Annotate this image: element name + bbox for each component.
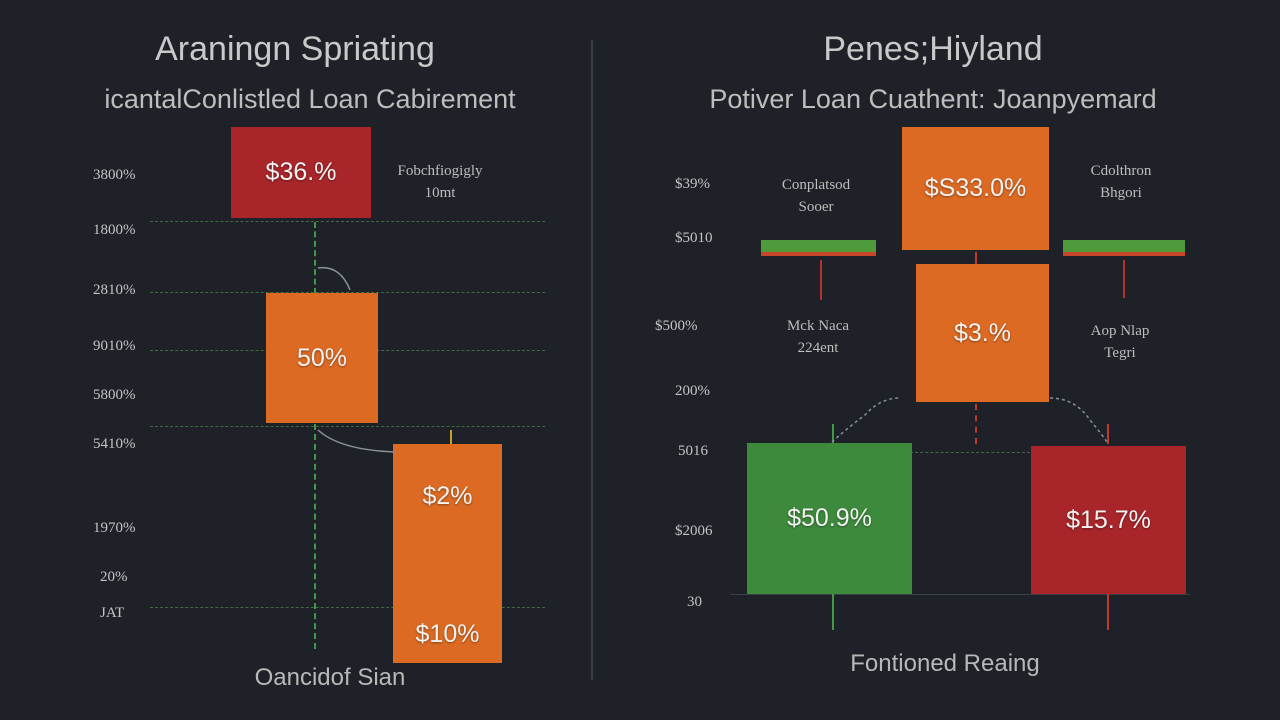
chart-footer: Fontioned Reaing [850,650,1040,677]
bar-label: $36.% [265,158,337,186]
y-tick-label: JAT [100,605,125,621]
bar: $3.% [916,264,1049,402]
connector-stem [975,404,977,444]
connector-stem [1107,424,1109,444]
y-tick-label: 5800% [93,387,136,403]
annotation-line: Mck Naca [786,318,850,334]
bar-label: $2% [422,482,473,510]
y-tick-label: 5016 [678,443,708,459]
chart-title: Penes;Hiyland [823,30,1043,68]
connector-stem [820,260,822,300]
gridline [910,452,1030,453]
annotation-line: 10mt [424,185,456,201]
y-tick-label: 9010% [93,338,136,354]
left-chart: Araningn Spriating icantalConlistled Loa… [0,0,590,720]
bar: $15.7% [1031,446,1186,594]
annotation-line: Aop Nlap [1090,323,1150,339]
gridline [150,607,545,608]
connector-stem [832,594,834,630]
y-tick-label: 1970% [93,520,136,536]
chart-subtitle: Potiver Loan Cuathent: Joanpyemard [709,84,1157,114]
chart-title: Araningn Spriating [155,30,435,68]
bar: $36.% [231,127,371,218]
connector-stem [975,252,977,264]
bar: $50.9% [747,443,912,594]
y-tick-label: $500% [655,318,698,334]
bar-label: $S33.0% [924,174,1027,202]
mini-bar [761,240,876,256]
connector-stem [1107,594,1109,630]
bar: 50% [266,293,378,423]
bar: $S33.0% [902,127,1049,250]
annotation: Conplatsod Sooer [760,174,872,218]
panel-divider [591,40,593,680]
y-tick-label: 20% [100,569,128,585]
connector-stem [450,430,452,446]
y-tick-label: $39% [675,176,710,192]
bar-label: $10% [415,620,480,648]
y-tick-label: 200% [675,383,710,399]
y-tick-label: $2006 [675,523,713,539]
y-tick-label: 2810% [93,282,136,298]
y-tick-label: 3800% [93,167,136,183]
bar-label: $15.7% [1066,505,1151,534]
connector-stem [832,424,834,444]
gridline [150,292,545,293]
annotation: Fobchfiogigly 10mt [385,160,495,204]
annotation-line: Cdolthron [1090,163,1152,179]
bar: $2% $10% [393,444,502,663]
connector-stem [1123,260,1125,298]
y-tick-label: 30 [687,594,702,610]
bar-label: $50.9% [787,504,872,532]
y-tick-label: 5410% [93,436,136,452]
bar-label: 50% [296,343,348,372]
gridline [150,426,545,427]
gridline [150,221,545,222]
connector-stem [314,424,316,649]
annotation-line: Sooer [798,199,834,215]
annotation: Mck Naca 224ent [763,315,873,359]
annotation-line: Conplatsod [781,177,851,193]
connector-stem [314,222,316,294]
annotation-line: 224ent [797,340,839,356]
annotation: Cdolthron Bhgori [1065,160,1177,204]
annotation-line: Tegri [1104,345,1136,361]
bar-label: $3.% [954,318,1011,347]
y-tick-label: 1800% [93,222,136,238]
annotation: Aop Nlap Tegri [1065,320,1175,364]
chart-footer: Oancidof Sian [254,664,406,691]
right-chart: Penes;Hiyland Potiver Loan Cuathent: Joa… [600,0,1280,720]
annotation-line: Bhgori [1100,185,1142,201]
mini-bar [1063,240,1185,256]
y-tick-label: $5010 [675,230,713,246]
chart-subtitle: icantalConlistled Loan Cabirement [104,84,516,114]
baseline [730,594,1190,595]
annotation-line: Fobchfiogigly [397,163,483,179]
